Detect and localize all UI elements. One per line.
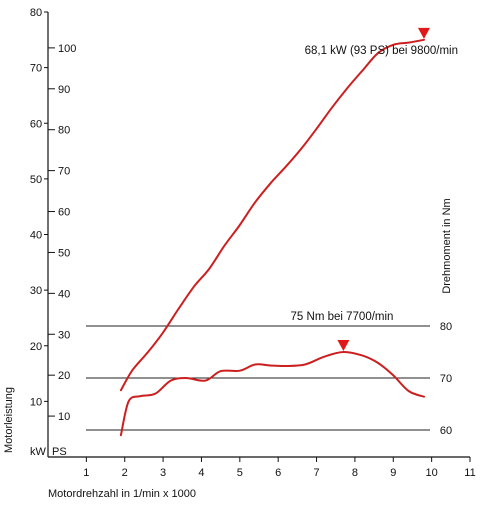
ps-tick-label: 90 (58, 84, 70, 96)
curves (119, 38, 425, 437)
x-tick-label: 1 (83, 467, 89, 479)
power-peak-annotation: 68,1 kW (93 PS) bei 9800/min (305, 45, 458, 57)
x-tick-label: 9 (390, 467, 396, 479)
power-peak-marker (417, 27, 430, 39)
power-curve (119, 38, 425, 392)
torque-gridlines (86, 325, 430, 431)
ps-tick-label: 30 (58, 329, 70, 341)
kw-tick-label: 80 (30, 7, 42, 19)
x-axis-ticks: 1 2 3 4 5 6 7 8 9 10 11 (83, 457, 476, 479)
ps-tick-label: 80 (58, 125, 70, 137)
x-tick-label: 6 (275, 467, 281, 479)
ps-tick-label: 70 (58, 166, 70, 178)
x-tick-label: 3 (160, 467, 166, 479)
x-tick-label: 4 (198, 467, 204, 479)
ps-tick-label: 10 (58, 411, 70, 423)
kw-tick-label: 30 (30, 285, 42, 297)
ps-tick-label: 50 (58, 247, 70, 259)
kw-tick-label: 60 (30, 118, 42, 130)
torque-curve (119, 350, 425, 437)
torque-tick-label: 70 (440, 373, 452, 385)
y-axis-torque-ticks: 60 70 80 (440, 321, 452, 437)
torque-peak-marker (337, 340, 350, 351)
torque-peak-annotation: 75 Nm bei 7700/min (291, 311, 394, 323)
kw-tick-label: 10 (30, 396, 42, 408)
y-axis-left-title: Motorleistung (3, 387, 15, 453)
x-tick-label: 8 (352, 467, 358, 479)
torque-tick-label: 80 (440, 321, 452, 333)
kw-tick-label: 40 (30, 230, 42, 242)
x-tick-label: 10 (426, 467, 438, 479)
ps-tick-label: 100 (58, 43, 76, 55)
ps-tick-label: 60 (58, 207, 70, 219)
kw-tick-label: 20 (30, 341, 42, 353)
kw-tick-label: 70 (30, 63, 42, 75)
y-axis-ps-ticks: 10 20 30 40 50 60 70 80 90 100 (48, 43, 76, 423)
x-tick-label: 2 (122, 467, 128, 479)
ps-tick-label: 20 (58, 370, 70, 382)
y-axis-kw-unit-label: kW (30, 446, 47, 458)
y-axis-ps-unit-label: PS (52, 446, 67, 458)
torque-tick-label: 60 (440, 425, 452, 437)
ps-tick-label: 40 (58, 288, 70, 300)
kw-tick-label: 50 (30, 174, 42, 186)
x-axis-title: Motordrehzahl in 1/min x 1000 (48, 488, 196, 500)
y-axis-torque-title: Drehmoment in Nm (441, 198, 453, 293)
x-tick-label: 5 (237, 467, 243, 479)
x-tick-label: 11 (464, 467, 475, 479)
peak-markers (337, 27, 430, 351)
x-tick-label: 7 (313, 467, 319, 479)
y-axis-kw-ticks: 10 20 30 40 50 60 70 80 (30, 7, 48, 408)
